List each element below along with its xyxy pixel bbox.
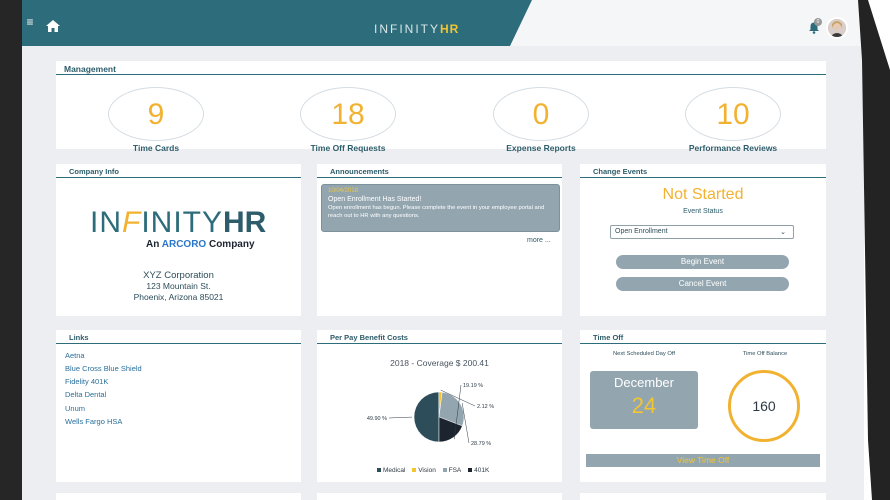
benefit-costs-panel: Per Pay Benefit Costs 2018 - Coverage $ … xyxy=(317,330,562,482)
company-logo: INFINITYHR xyxy=(90,206,267,239)
change-events-panel: Change Events Not Started Event Status O… xyxy=(580,164,826,316)
panel-title: Management xyxy=(56,61,826,75)
next-panel-row xyxy=(56,493,826,500)
balance-label: Time Off Balance xyxy=(742,351,788,357)
stat-value: 9 xyxy=(147,98,165,131)
pie-slice-401k[interactable] xyxy=(438,416,463,443)
stat-ring: 9 xyxy=(108,87,204,141)
announcement-body: Open enrollment has begun. Please comple… xyxy=(328,205,545,219)
chart-legend: Medical Vision FSA 401K xyxy=(377,467,494,474)
app-brand: INFINITYHR xyxy=(374,22,460,36)
link-blue-cross[interactable]: Blue Cross Blue Shield xyxy=(65,364,142,373)
panel-title: Per Pay Benefit Costs xyxy=(317,330,562,344)
chevron-down-icon: ⌄ xyxy=(780,229,786,236)
avatar[interactable] xyxy=(826,17,848,39)
announcement-card[interactable]: 10/04/2018 Open Enrollment Has Started! … xyxy=(321,184,560,232)
panel-title: Links xyxy=(56,330,301,344)
pie-leader-line xyxy=(388,416,413,419)
hamburger-icon[interactable]: ≡ xyxy=(26,15,34,29)
stat-performance-reviews[interactable]: 10 Performance Reviews xyxy=(685,87,781,153)
company-info-panel: Company Info INFINITYHR An ARCORO Compan… xyxy=(56,164,301,316)
stat-label: Time Cards xyxy=(132,143,180,153)
pie-slice-medical[interactable] xyxy=(413,391,440,443)
stat-ring: 18 xyxy=(300,87,396,141)
stat-label: Expense Reports xyxy=(506,143,576,153)
legend-item-medical: Medical xyxy=(377,467,405,474)
top-bar-wedge xyxy=(510,0,864,46)
management-panel: Management 9 Time Cards 18 Time Off Requ… xyxy=(56,61,826,153)
company-city: Phoenix, Arizona 85021 xyxy=(133,292,224,302)
stat-value: 10 xyxy=(716,98,750,131)
stat-time-cards[interactable]: 9 Time Cards xyxy=(108,87,204,153)
event-status-value: Not Started xyxy=(662,186,744,203)
announcements-panel: Announcements 10/04/2018 Open Enrollment… xyxy=(317,164,562,316)
stat-expense-reports[interactable]: 0 Expense Reports xyxy=(493,87,589,153)
more-link[interactable]: more ... xyxy=(527,237,551,244)
stat-label: Performance Reviews xyxy=(688,143,778,153)
home-icon[interactable] xyxy=(46,20,60,32)
view-time-off-button[interactable]: View Time Off xyxy=(586,454,820,467)
user-photo-icon xyxy=(828,19,846,37)
pie-leader-line xyxy=(440,389,476,407)
legend-item-fsa: FSA xyxy=(442,467,461,474)
company-address: XYZ Corporation 123 Mountain St. Phoenix… xyxy=(56,270,301,303)
notification-badge: 0 xyxy=(814,18,822,26)
panel-stub xyxy=(56,493,301,500)
announcement-title: Open Enrollment Has Started! xyxy=(328,196,422,203)
legend-item-vision: Vision xyxy=(412,467,436,474)
link-wells-fargo[interactable]: Wells Fargo HSA xyxy=(65,417,123,426)
day-off-day: 24 xyxy=(631,393,657,418)
event-select[interactable]: Open Enrollment ⌄ xyxy=(610,225,794,239)
pie-label-vision: 2.12 % xyxy=(477,404,494,410)
cancel-event-button[interactable]: Cancel Event xyxy=(616,277,789,291)
company-name: XYZ Corporation xyxy=(143,270,214,281)
balance-ring: 160 xyxy=(728,370,800,442)
panel-title: Change Events xyxy=(580,164,826,178)
event-status-label: Event Status xyxy=(683,208,723,215)
panel-title: Time Off xyxy=(580,330,826,344)
pie-label-fsa: 28.79 % xyxy=(471,441,491,447)
stat-time-off-requests[interactable]: 18 Time Off Requests xyxy=(300,87,396,153)
stat-label: Time Off Requests xyxy=(310,143,386,153)
link-aetna[interactable]: Aetna xyxy=(65,351,85,360)
panel-title: Announcements xyxy=(317,164,562,178)
link-unum[interactable]: Unum xyxy=(65,404,86,413)
pie-slice-fsa[interactable] xyxy=(438,391,465,427)
stat-value: 0 xyxy=(532,98,550,131)
announcement-date: 10/04/2018 xyxy=(328,188,359,194)
stat-ring: 10 xyxy=(685,87,781,141)
next-day-off-card: December 24 xyxy=(590,371,698,429)
company-street: 123 Mountain St. xyxy=(146,281,211,291)
pie-label-medical: 49.90 % xyxy=(367,416,387,422)
top-bar: ≡ INFINITYHR 0 xyxy=(22,0,864,46)
device-bezel-left xyxy=(0,0,22,500)
event-select-value: Open Enrollment xyxy=(615,228,668,235)
benefit-pie-chart: 49.90 % 2.12 % 28.79 % 19.19 % xyxy=(367,383,494,447)
begin-event-button[interactable]: Begin Event xyxy=(616,255,789,269)
app-screen: ≡ INFINITYHR 0 Management 9 Time Cards 1… xyxy=(22,0,864,500)
link-fidelity[interactable]: Fidelity 401K xyxy=(65,377,109,386)
panel-stub xyxy=(317,493,562,500)
legend-item-401k: 401K xyxy=(468,467,489,474)
company-tagline: An ARCORO Company xyxy=(146,239,255,250)
next-day-off-label: Next Scheduled Day Off xyxy=(612,351,676,357)
panel-title: Company Info xyxy=(56,164,301,178)
balance-value: 160 xyxy=(752,398,776,414)
pie-leader-line xyxy=(461,403,470,444)
chart-title: 2018 - Coverage $ 200.41 xyxy=(390,358,489,368)
links-panel: Links Aetna Blue Cross Blue Shield Fidel… xyxy=(56,330,301,482)
panel-stub xyxy=(580,493,826,500)
pie-label-401k: 19.19 % xyxy=(463,383,483,389)
day-off-month: December xyxy=(614,375,674,390)
pie-leader-line xyxy=(454,384,462,440)
link-delta-dental[interactable]: Delta Dental xyxy=(65,390,107,399)
stat-ring: 0 xyxy=(493,87,589,141)
time-off-panel: Time Off Next Scheduled Day Off Time Off… xyxy=(580,330,826,482)
stat-value: 18 xyxy=(331,98,365,131)
